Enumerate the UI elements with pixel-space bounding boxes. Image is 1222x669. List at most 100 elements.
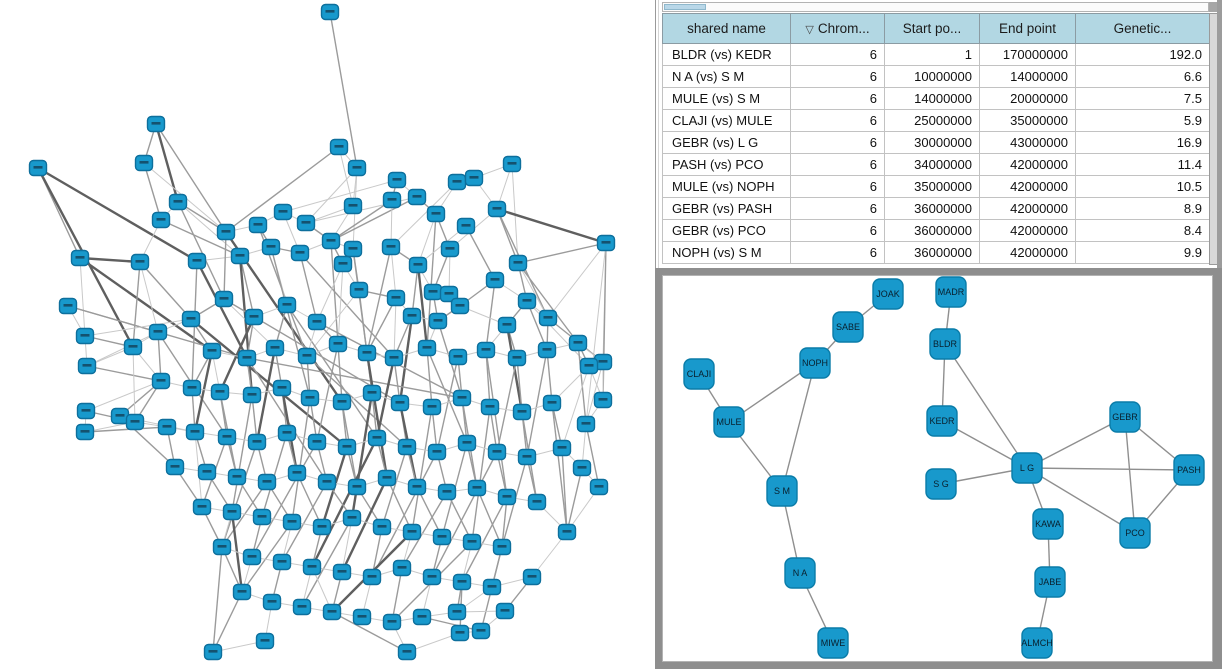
network-node[interactable]	[212, 538, 232, 556]
network-edge[interactable]	[381, 446, 408, 528]
network-node[interactable]	[187, 252, 207, 270]
table-cell[interactable]: 6	[790, 153, 885, 176]
network-edge[interactable]	[426, 213, 437, 349]
network-edge[interactable]	[338, 146, 354, 207]
network-node[interactable]	[242, 386, 262, 404]
network-node[interactable]	[222, 503, 242, 521]
network-edge[interactable]	[155, 123, 227, 233]
network-edge[interactable]	[139, 261, 192, 320]
network-edge[interactable]	[85, 380, 162, 412]
network-edge[interactable]	[411, 264, 419, 317]
network-edge[interactable]	[221, 441, 258, 548]
network-node[interactable]: MIWE	[817, 627, 849, 659]
network-node[interactable]	[382, 191, 402, 209]
network-edge[interactable]	[296, 472, 323, 528]
network-edge[interactable]	[241, 521, 293, 593]
network-node[interactable]	[517, 448, 537, 466]
network-node[interactable]	[157, 418, 177, 436]
network-edge[interactable]	[366, 297, 397, 354]
table-cell[interactable]: 42000000	[979, 197, 1076, 220]
network-edge[interactable]	[251, 441, 318, 558]
network-node[interactable]	[214, 290, 234, 308]
network-node[interactable]	[487, 443, 507, 461]
table-cell[interactable]: BLDR (vs) KEDR	[662, 43, 791, 66]
network-edge[interactable]	[561, 447, 568, 533]
network-node[interactable]	[437, 483, 457, 501]
network-node[interactable]	[322, 603, 342, 621]
network-node[interactable]	[75, 327, 95, 345]
network-node[interactable]	[151, 211, 171, 229]
network-edge[interactable]	[416, 264, 429, 349]
network-edge[interactable]	[310, 437, 379, 568]
table-cell[interactable]: 6	[790, 109, 885, 132]
network-edge[interactable]	[526, 349, 548, 458]
network-node[interactable]	[349, 281, 369, 299]
network-node[interactable]	[70, 249, 90, 267]
network-edge[interactable]	[1026, 467, 1136, 534]
network-node[interactable]	[462, 533, 482, 551]
network-edge[interactable]	[485, 349, 508, 498]
network-edge[interactable]	[79, 256, 141, 264]
network-edge[interactable]	[485, 279, 496, 351]
network-node[interactable]	[471, 622, 491, 640]
network-node[interactable]	[257, 473, 277, 491]
table-row[interactable]: N A (vs) S M 6 10000000 14000000 6.6	[662, 65, 1210, 88]
network-node[interactable]: KAWA	[1032, 508, 1064, 540]
table-cell[interactable]: MULE (vs) NOPH	[662, 175, 791, 198]
network-node[interactable]	[450, 624, 470, 642]
network-edge[interactable]	[160, 219, 241, 257]
network-edge[interactable]	[390, 181, 458, 248]
network-edge[interactable]	[225, 146, 340, 233]
network-node[interactable]	[417, 339, 437, 357]
network-node[interactable]	[412, 608, 432, 626]
network-node[interactable]	[372, 518, 392, 536]
table-row[interactable]: GEBR (vs) PCO 6 36000000 42000000 8.4	[662, 219, 1210, 242]
table-cell[interactable]: GEBR (vs) PCO	[662, 219, 791, 242]
network-node[interactable]	[185, 423, 205, 441]
network-node[interactable]	[579, 357, 599, 375]
network-node[interactable]	[408, 256, 428, 274]
network-node[interactable]	[552, 439, 572, 457]
table-cell[interactable]: 42000000	[979, 241, 1076, 264]
network-node[interactable]: KEDR	[926, 405, 958, 437]
network-edge[interactable]	[330, 199, 393, 242]
network-node[interactable]: N A	[784, 557, 816, 589]
network-edge[interactable]	[393, 297, 397, 359]
network-node[interactable]	[261, 238, 281, 256]
network-node[interactable]	[347, 159, 367, 177]
table-row[interactable]: NOPH (vs) S M 6 36000000 42000000 9.9	[662, 241, 1210, 264]
network-node[interactable]	[402, 523, 422, 541]
network-edge[interactable]	[337, 263, 344, 345]
network-node[interactable]	[382, 613, 402, 631]
network-node[interactable]	[422, 568, 442, 586]
network-node[interactable]	[407, 478, 427, 496]
table-cell[interactable]: GEBR (vs) L G	[662, 131, 791, 154]
network-node[interactable]	[307, 433, 327, 451]
column-header-start-po-[interactable]: Start po...	[884, 13, 980, 44]
network-node[interactable]	[307, 313, 327, 331]
network-edge[interactable]	[86, 365, 162, 382]
network-edge[interactable]	[585, 242, 607, 425]
network-edge[interactable]	[212, 546, 223, 653]
network-edge[interactable]	[282, 179, 398, 213]
network-edge[interactable]	[386, 477, 413, 533]
network-node[interactable]	[217, 428, 237, 446]
network-edge[interactable]	[341, 517, 353, 573]
network-node[interactable]	[230, 247, 250, 265]
network-edge[interactable]	[281, 481, 328, 563]
network-node[interactable]	[492, 538, 512, 556]
network-edge[interactable]	[417, 213, 437, 266]
network-node[interactable]	[495, 602, 515, 620]
network-node[interactable]	[197, 463, 217, 481]
table-cell[interactable]: 14000000	[979, 65, 1076, 88]
network-edge[interactable]	[366, 246, 392, 354]
table-cell[interactable]: 9.9	[1075, 241, 1210, 264]
network-edge[interactable]	[218, 316, 256, 393]
network-node[interactable]	[28, 159, 48, 177]
network-node[interactable]	[210, 383, 230, 401]
table-cell[interactable]: 1	[884, 43, 980, 66]
network-node[interactable]	[542, 394, 562, 412]
table-cell[interactable]: 5.9	[1075, 109, 1210, 132]
network-edge[interactable]	[331, 611, 408, 653]
network-edge[interactable]	[546, 349, 553, 404]
